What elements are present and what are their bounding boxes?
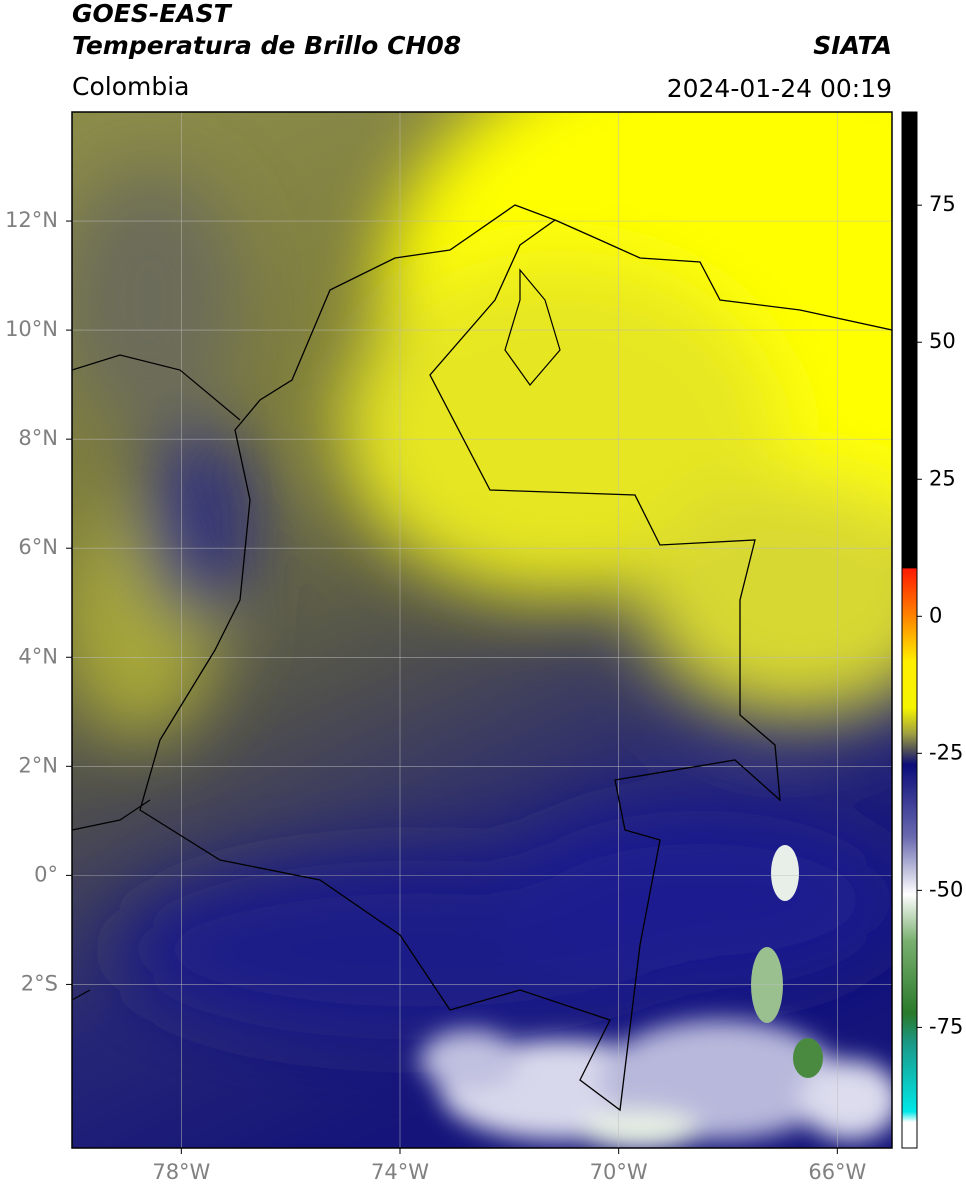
x-tick-label: 70°W bbox=[590, 1160, 648, 1184]
product: Temperatura de Brillo CH08 bbox=[72, 31, 461, 60]
map-frame bbox=[71, 111, 893, 1149]
colorbar-tick-label: 0 bbox=[929, 603, 942, 627]
x-tick-label: 66°W bbox=[808, 1160, 866, 1184]
y-tick-label: 2°N bbox=[18, 753, 58, 777]
y-tick-label: 6°N bbox=[18, 535, 58, 559]
y-tick-label: 2°S bbox=[21, 971, 58, 995]
satellite-image bbox=[72, 112, 892, 1148]
region: Colombia bbox=[72, 72, 189, 101]
lake-maracaibo bbox=[504, 268, 561, 386]
coastline bbox=[72, 354, 241, 1001]
y-tick-label: 0° bbox=[34, 862, 58, 886]
datetime: 2024-01-24 00:19 bbox=[667, 74, 892, 103]
coastline bbox=[554, 219, 892, 331]
colorbar-tick-label: -25 bbox=[929, 740, 963, 764]
colorbar-tick-label: 50 bbox=[929, 329, 956, 353]
colorbar-tick-label: 25 bbox=[929, 466, 956, 490]
y-tick-label: 8°N bbox=[18, 426, 58, 450]
satellite: GOES-EAST bbox=[72, 0, 233, 28]
colorbar-tick-label: -50 bbox=[929, 877, 963, 901]
y-tick-label: 12°N bbox=[5, 208, 58, 232]
y-tick-label: 4°N bbox=[18, 644, 58, 668]
x-tick-label: 78°W bbox=[152, 1160, 210, 1184]
colorbar bbox=[901, 111, 918, 1149]
source: SIATA bbox=[813, 31, 892, 60]
country-border bbox=[139, 204, 781, 1112]
colorbar-tick-label: 75 bbox=[929, 192, 956, 216]
y-tick-label: 10°N bbox=[5, 317, 58, 341]
colorbar-tick-label: -75 bbox=[929, 1014, 963, 1038]
grid bbox=[72, 112, 892, 1148]
x-tick-label: 74°W bbox=[371, 1160, 429, 1184]
